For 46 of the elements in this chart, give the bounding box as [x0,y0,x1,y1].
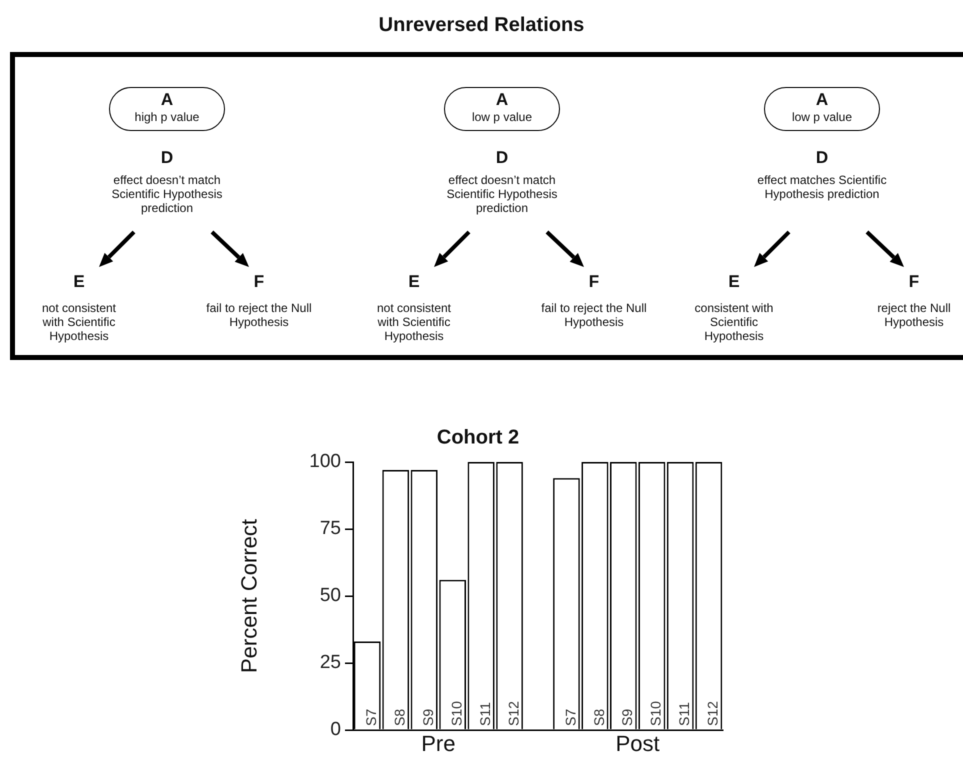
text: F [908,272,920,291]
y-tick-label: 50 [320,585,341,606]
text: A [160,90,174,109]
text: not consistent with Scientific Hypothesis [376,301,452,343]
text: E [407,272,421,291]
text: D [814,148,830,167]
y-axis-title: Percent Correct [236,518,262,674]
x-tick-label: S7 [363,708,380,726]
text: low p value [790,110,854,124]
y-tick-label: 75 [320,518,341,540]
y-tick-label: 100 [309,451,341,472]
x-tick-label: S9 [420,708,436,726]
text: effect doesn’t match Scientific Hypothesis prediction [110,173,224,215]
text: A [494,90,510,109]
text: fail to reject the Null Hypothesis [205,301,313,329]
text: not consistent with Scientific Hypothesis [40,301,118,343]
y-tick-label: 25 [320,652,341,674]
text: Unreversed Relations [378,14,586,37]
y-tick-label: 0 [330,719,341,740]
x-tick-label: S9 [619,708,636,726]
text: high p value [134,110,200,124]
text: Post [616,731,660,756]
x-tick-label: S8 [590,708,607,726]
x-tick-label: S10 [448,700,464,726]
text: Pre [421,731,456,756]
text: E [72,272,86,291]
chart-title: Cohort 2 [436,426,520,449]
text: D [494,148,510,167]
text: fail to reject the Null Hypothesis [540,301,648,329]
text: effect doesn’t match Scientific Hypothesis prediction [446,173,558,215]
text: D [160,148,174,167]
x-tick-label: S12 [704,700,721,726]
text: reject the Null Hypothesis [876,301,952,329]
text: effect matches Scientific Hypothesis prediction [756,173,888,201]
x-tick-label: S10 [648,700,664,726]
x-tick-label: S11 [676,702,692,726]
text: F [252,272,266,291]
text: consistent with Scientific Hypothesis [694,301,774,343]
text: low p value [470,110,534,124]
x-tick-label: S11 [476,702,493,726]
x-tick-label: S8 [392,708,408,726]
x-tick-label: S12 [505,700,522,726]
text: F [588,272,600,291]
x-tick-label: S7 [562,708,578,726]
text: A [814,90,830,109]
text: E [727,272,741,291]
